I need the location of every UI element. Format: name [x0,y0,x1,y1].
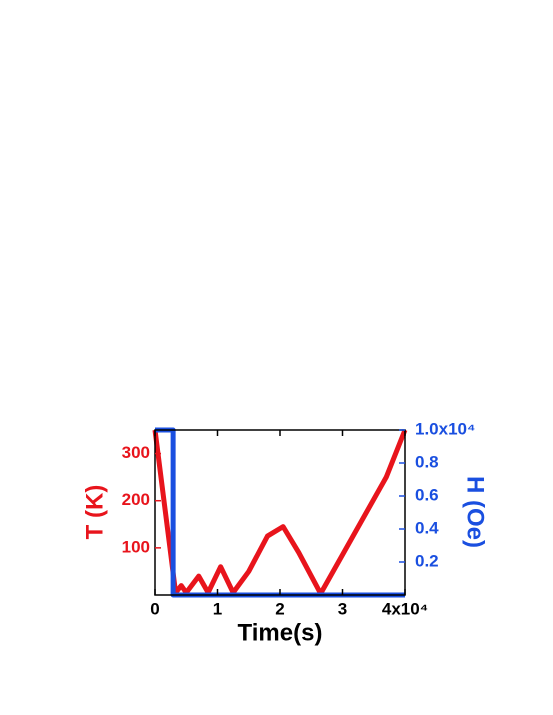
x-axis-label: Time(s) [238,619,323,646]
y2-axis-label: H (Oe) [462,476,489,548]
x-tick-label: 0 [150,599,159,618]
y-tick-label: 300 [122,443,150,462]
y-axis-label: T (K) [81,485,108,540]
y-tick-label: 200 [122,490,150,509]
y2-tick-label: 0.4 [415,518,439,537]
y-tick-label: 100 [122,537,150,556]
y2-tick-label: 0.8 [415,452,439,471]
data-line [152,429,408,597]
y2-tick-label: 0.2 [415,551,439,570]
y2-tick-label: 0.6 [415,485,439,504]
y2-tick-label: 1.0x10⁴ [415,419,475,438]
x-tick-label: 4x10⁴ [382,599,428,618]
x-tick-label: 2 [275,599,284,618]
x-tick-label: 3 [338,599,347,618]
x-tick-label: 1 [213,599,222,618]
